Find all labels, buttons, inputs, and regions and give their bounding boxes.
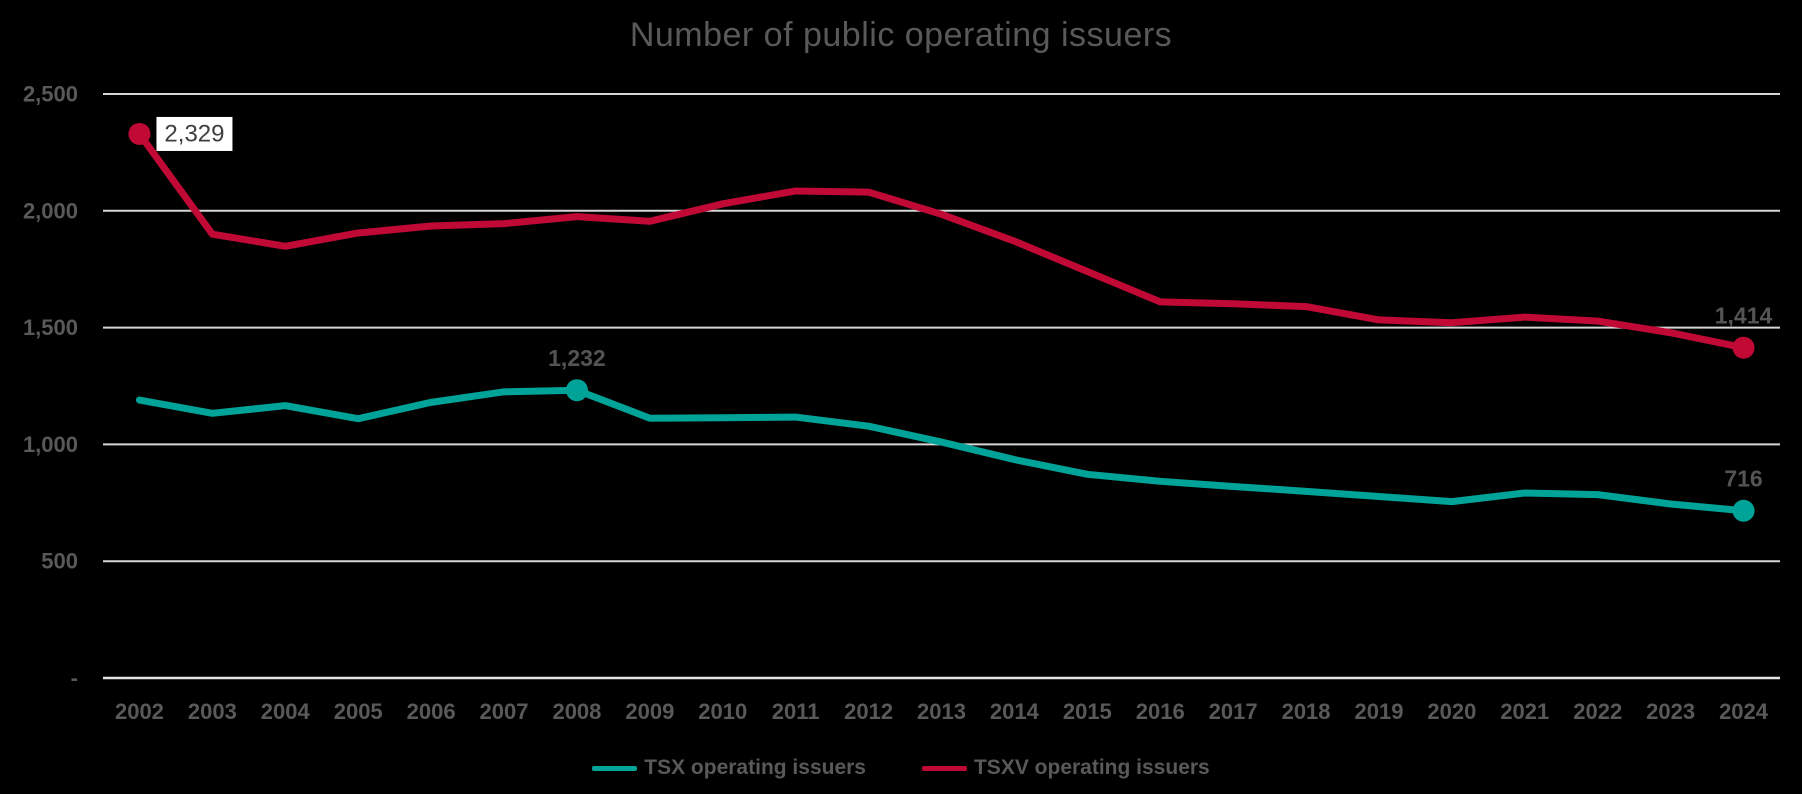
x-axis-year-label: 2013	[917, 699, 966, 724]
x-axis-year-label: 2017	[1209, 699, 1258, 724]
x-axis-year-label: 2022	[1573, 699, 1622, 724]
x-axis-year-label: 2024	[1719, 699, 1769, 724]
x-axis-year-label: 2004	[261, 699, 311, 724]
data-point-label: 1,414	[1715, 303, 1773, 329]
legend-label-tsx: TSX operating issuers	[644, 756, 866, 779]
data-point-dot	[565, 379, 588, 402]
x-axis-year-label: 2021	[1500, 699, 1549, 724]
tsx-line-swatch-icon	[592, 765, 638, 771]
data-point-label: 1,232	[548, 345, 606, 371]
y-axis-tick-label: -	[71, 666, 78, 691]
x-axis-year-label: 2012	[844, 699, 893, 724]
legend-item-tsx: TSX operating issuers	[592, 756, 866, 780]
x-axis-year-label: 2023	[1646, 699, 1695, 724]
x-axis-year-label: 2016	[1136, 699, 1185, 724]
data-point-label: 716	[1724, 466, 1762, 492]
data-point-dot	[1732, 336, 1755, 359]
x-axis-year-label: 2003	[188, 699, 237, 724]
chart-title: Number of public operating issuers	[629, 16, 1173, 54]
data-point-dot	[1732, 499, 1755, 522]
data-point-label: 2,329	[164, 120, 224, 147]
legend-item-tsxv: TSXV operating issuers	[921, 756, 1210, 780]
x-axis-year-label: 2008	[552, 699, 601, 724]
y-axis-tick-label: 500	[41, 549, 78, 574]
y-axis-tick-label: 2,000	[23, 198, 78, 223]
tsxv-line-swatch-icon	[921, 765, 967, 771]
x-axis-year-label: 2009	[625, 699, 674, 724]
y-axis-tick-label: 2,500	[23, 82, 78, 107]
y-axis-tick-label: 1,000	[23, 432, 78, 457]
y-axis-tick-label: 1,500	[23, 315, 78, 340]
chart-legend: TSX operating issuers TSXV operating iss…	[0, 756, 1802, 780]
data-label-box	[156, 116, 233, 151]
x-axis-year-label: 2019	[1355, 699, 1404, 724]
x-axis-year-label: 2002	[115, 699, 164, 724]
tsxv-series-line	[135, 130, 1748, 352]
x-axis-year-label: 2007	[480, 699, 529, 724]
x-axis-year-label: 2011	[772, 699, 820, 724]
x-axis-year-label: 2014	[990, 699, 1040, 724]
x-axis-year-label: 2006	[407, 699, 456, 724]
x-axis-year-label: 2005	[334, 699, 383, 724]
legend-label-tsxv: TSXV operating issuers	[973, 756, 1210, 779]
x-axis-year-label: 2010	[698, 699, 747, 724]
x-axis-year-label: 2020	[1427, 699, 1476, 724]
x-axis-year-label: 2018	[1282, 699, 1331, 724]
tsx-series-line	[135, 386, 1748, 515]
data-point-dot	[128, 122, 151, 145]
x-axis-year-label: 2015	[1063, 699, 1112, 724]
